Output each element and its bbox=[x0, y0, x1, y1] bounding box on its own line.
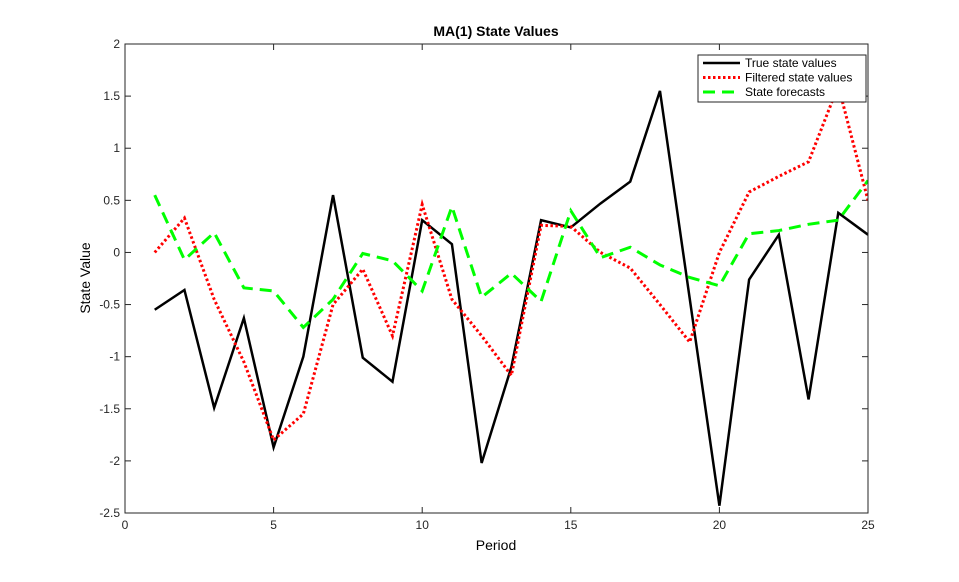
y-tick-label: -1.5 bbox=[99, 402, 120, 416]
series-line-2 bbox=[153, 179, 868, 330]
x-tick-label: 20 bbox=[713, 518, 727, 532]
legend-label: True state values bbox=[745, 56, 837, 70]
y-tick-label: 0.5 bbox=[103, 193, 120, 207]
series-line-0 bbox=[154, 90, 868, 506]
y-tick-label: 1.5 bbox=[103, 89, 120, 103]
y-tick-label: -1 bbox=[109, 350, 120, 364]
chart-title: MA(1) State Values bbox=[433, 23, 558, 39]
x-tick-label: 15 bbox=[564, 518, 578, 532]
plot-frame bbox=[124, 43, 869, 514]
x-axis-label: Period bbox=[476, 537, 516, 553]
y-tick-label: -2.5 bbox=[99, 506, 120, 520]
y-tick-label: 2 bbox=[113, 37, 120, 51]
x-tick-label: 5 bbox=[270, 518, 277, 532]
y-tick-label: 0 bbox=[113, 245, 120, 259]
x-tick-label: 10 bbox=[416, 518, 430, 532]
legend-label: Filtered state values bbox=[745, 71, 852, 85]
y-tick-label: -2 bbox=[109, 454, 120, 468]
series-line-1 bbox=[153, 80, 868, 443]
y-axis-label: State Value bbox=[77, 242, 93, 314]
x-tick-label: 0 bbox=[122, 518, 129, 532]
y-tick-label: -0.5 bbox=[99, 298, 120, 312]
x-tick-label: 25 bbox=[861, 518, 875, 532]
y-tick-label: 1 bbox=[113, 141, 120, 155]
legend-label: State forecasts bbox=[745, 85, 825, 99]
